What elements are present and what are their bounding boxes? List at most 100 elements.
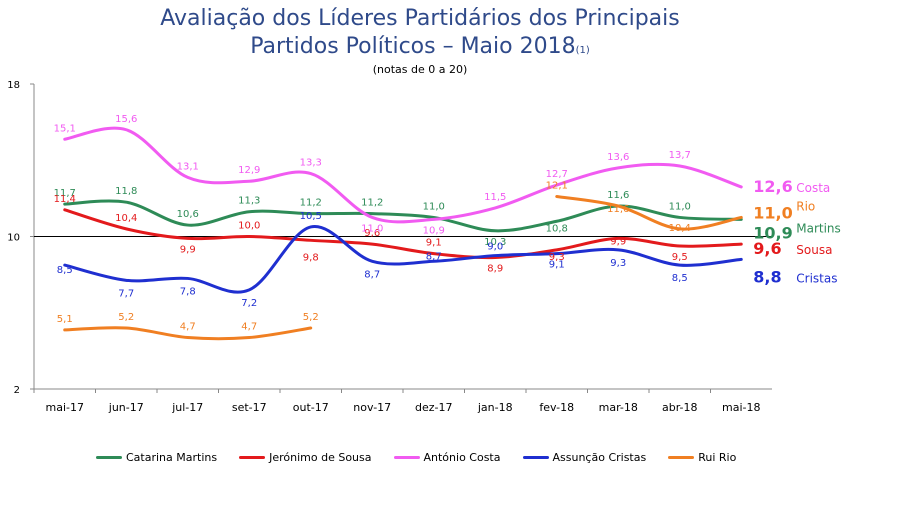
data-label-sousa: 10,4: [115, 213, 137, 224]
chart-title-note: (1): [575, 45, 590, 56]
data-label-martins: 11,7: [54, 188, 76, 199]
legend-item-martins: Catarina Martins: [96, 451, 217, 464]
x-tick-label: mai-18: [722, 401, 760, 414]
legend-label-sousa: Jerónimo de Sousa: [269, 451, 372, 464]
x-tick-label: mar-18: [599, 401, 638, 414]
chart-title-line1: Avaliação dos Líderes Partidários dos Pr…: [160, 6, 680, 31]
x-tick-label: mai-17: [46, 401, 84, 414]
end-value-martins: 10,9: [753, 223, 792, 242]
data-label-rio: 5,2: [118, 312, 134, 323]
series-line-sousa: [63, 208, 743, 260]
legend-item-sousa: Jerónimo de Sousa: [239, 451, 372, 464]
legend-swatch-sousa: [239, 456, 266, 459]
data-label-martins: 11,2: [300, 198, 322, 209]
legend-swatch-cristas: [522, 456, 549, 459]
end-value-costa: 12,6: [753, 177, 792, 196]
data-label-rio: 4,7: [241, 322, 257, 333]
axes: 2 10 18 mai-17 jun-17 jul-17 set-17 out-17 nov-1…: [7, 80, 772, 414]
series-line-cristas: [63, 225, 743, 294]
data-label-rio: 12,1: [546, 180, 568, 191]
data-label-sousa: 9,9: [180, 244, 196, 255]
data-label-rio: 5,1: [57, 314, 73, 325]
end-value-cristas: 8,8: [753, 267, 781, 286]
series-line-rio: [63, 326, 313, 341]
data-label-cristas: 10,5: [300, 211, 322, 222]
data-label-rio: 5,2: [303, 312, 319, 323]
data-label-martins: 11,6: [607, 190, 629, 201]
data-label-martins: 10,8: [546, 223, 568, 234]
data-label-cristas: 8,7: [364, 269, 380, 280]
end-name-rio: Rio: [796, 199, 815, 213]
data-label-costa: 15,1: [54, 123, 76, 134]
x-tick-label: jan-18: [477, 401, 513, 414]
data-label-costa: 15,6: [115, 114, 137, 125]
data-label-cristas: 8,5: [672, 273, 688, 284]
data-label-costa: 10,9: [423, 225, 445, 236]
data-label-sousa: 10,0: [238, 221, 260, 232]
legend-swatch-martins: [96, 456, 122, 459]
end-name-cristas: Cristas: [796, 271, 837, 285]
data-label-sousa: 9,3: [549, 252, 565, 263]
legend-label-rio: Rui Rio: [698, 451, 737, 464]
data-label-cristas: 8,7: [426, 251, 442, 262]
end-name-costa: Costa: [796, 181, 830, 195]
x-tick-label: dez-17: [415, 401, 453, 414]
x-tick-label: nov-17: [353, 401, 391, 414]
y-tick-label: 18: [7, 80, 20, 91]
legend-item-costa: António Costa: [393, 451, 501, 464]
data-label-costa: 13,7: [669, 150, 691, 161]
legend-label-cristas: Assunção Cristas: [552, 451, 647, 464]
chart-title-text: Partidos Políticos – Maio 2018: [250, 34, 576, 59]
data-label-costa: 11,5: [484, 192, 506, 203]
end-labels: 10,9 Martins 9,6 Sousa 12,6 Costa 8,8 Cristas 11…: [753, 177, 841, 286]
end-value-rio: 11,0: [753, 203, 792, 222]
data-label-costa: 13,3: [300, 158, 322, 169]
y-tick-label: 2: [14, 385, 20, 396]
data-label-sousa: 9,1: [426, 238, 442, 249]
legend-item-rio: Rui Rio: [668, 451, 736, 464]
legend: Catarina Martins Jerónimo de Sousa António…: [96, 451, 736, 464]
data-label-cristas: 9,0: [487, 242, 503, 253]
x-tick-label: fev-18: [539, 401, 574, 414]
data-label-martins: 10,6: [177, 209, 199, 220]
data-label-costa: 12,7: [546, 169, 568, 180]
data-label-sousa: 11,4: [54, 194, 76, 205]
data-label-rio: 4,7: [180, 322, 196, 333]
data-label-cristas: 7,7: [118, 288, 134, 299]
legend-item-cristas: Assunção Cristas: [522, 451, 647, 464]
data-label-martins: 11,2: [361, 198, 383, 209]
data-label-costa: 13,1: [177, 161, 199, 172]
data-label-cristas: 7,8: [180, 286, 196, 297]
data-label-costa: 13,6: [607, 152, 629, 163]
data-label-cristas: 7,2: [241, 298, 257, 309]
data-label-cristas: 8,5: [57, 265, 73, 276]
x-tick-label: abr-18: [662, 401, 698, 414]
series-lines: [63, 126, 743, 341]
series-line-costa: [63, 126, 743, 224]
data-label-martins: 10,3: [484, 237, 506, 248]
data-label-martins: 11,8: [115, 186, 137, 197]
data-label-martins: 11,0: [669, 201, 691, 212]
data-label-cristas: 9,1: [549, 260, 565, 271]
legend-swatch-costa: [393, 456, 420, 459]
chart-title-line2: Partidos Políticos – Maio 2018(1): [0, 34, 840, 59]
x-tick-label: out-17: [293, 401, 329, 414]
data-label-cristas: 9,3: [610, 258, 626, 269]
end-value-sousa: 9,6: [753, 239, 781, 258]
data-label-sousa: 8,9: [487, 263, 503, 274]
x-tick-label: jul-17: [171, 401, 203, 414]
legend-label-costa: António Costa: [423, 451, 501, 464]
chart-subtitle: (notas de 0 a 20): [372, 63, 468, 76]
data-label-sousa: 9,5: [672, 252, 688, 263]
data-label-sousa: 9,6: [364, 228, 380, 239]
data-label-sousa: 9,9: [610, 236, 626, 247]
data-label-rio: 11,6: [607, 204, 629, 215]
data-label-martins: 11,0: [423, 201, 445, 212]
data-labels: 11,7 11,8 10,6 11,3 11,2 11,2 11,0 10,3 10,8 11,6…: [54, 114, 691, 333]
data-label-sousa: 9,8: [303, 252, 319, 263]
legend-swatch-rio: [668, 456, 695, 459]
data-label-costa: 12,9: [238, 165, 260, 176]
legend-label-martins: Catarina Martins: [126, 451, 218, 464]
data-label-costa: 11,0: [361, 223, 383, 234]
